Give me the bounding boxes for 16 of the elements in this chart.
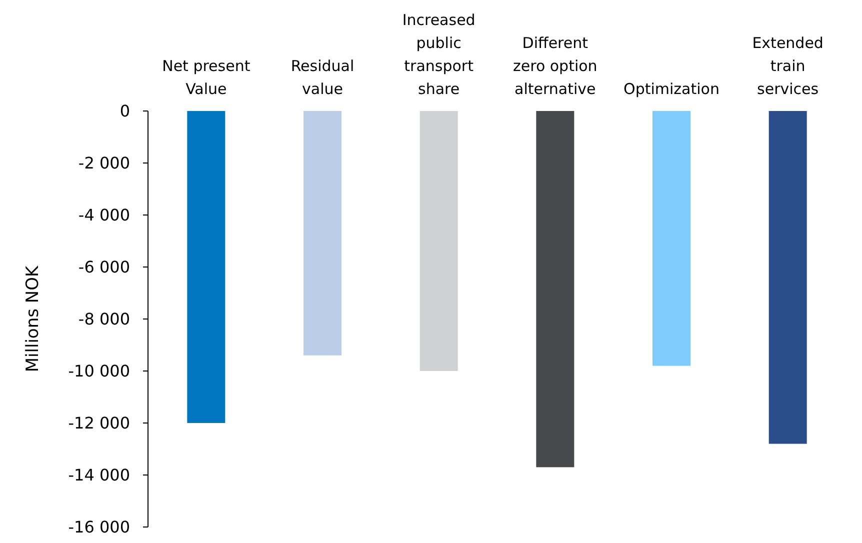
y-tick-label: -6 000	[78, 258, 130, 277]
y-axis-title: Millions NOK	[23, 265, 43, 372]
y-tick-label: -8 000	[78, 310, 130, 329]
y-tick-label: -14 000	[68, 466, 130, 485]
y-tick-label: -10 000	[68, 362, 130, 381]
x-tick-label: Net present Value	[162, 57, 250, 98]
x-tick-label: Different zero option alternative	[513, 34, 598, 98]
x-tick-label: Increased public transport share	[402, 11, 476, 98]
y-tick-label: -16 000	[68, 518, 130, 537]
y-tick-label: 0	[120, 102, 130, 121]
x-tick-label: Optimization	[624, 80, 720, 98]
y-tick-label: -12 000	[68, 414, 130, 433]
x-tick-label: Extended train services	[752, 34, 824, 98]
y-tick-label: -4 000	[78, 206, 130, 225]
y-tick-label: -2 000	[78, 154, 130, 173]
x-tick-label: Residual value	[290, 57, 354, 98]
